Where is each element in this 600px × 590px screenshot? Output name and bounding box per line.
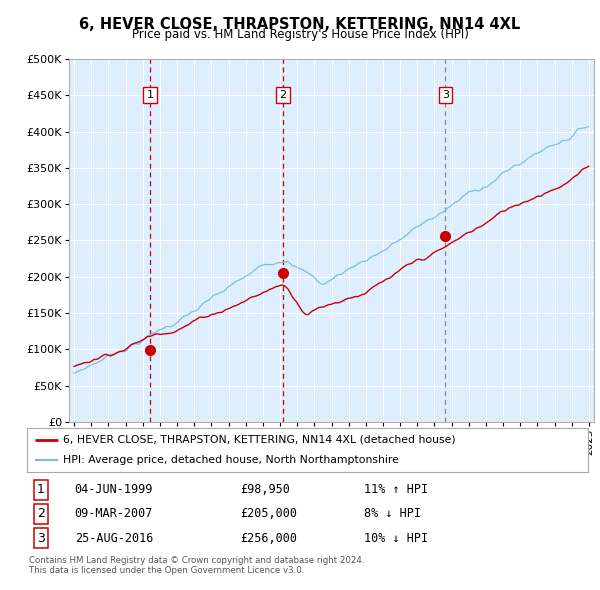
Text: 2: 2 xyxy=(280,90,287,100)
Text: Price paid vs. HM Land Registry's House Price Index (HPI): Price paid vs. HM Land Registry's House … xyxy=(131,28,469,41)
Text: HPI: Average price, detached house, North Northamptonshire: HPI: Average price, detached house, Nort… xyxy=(64,455,400,465)
Text: £205,000: £205,000 xyxy=(240,507,297,520)
Text: 10% ↓ HPI: 10% ↓ HPI xyxy=(364,532,428,545)
Text: £98,950: £98,950 xyxy=(240,483,290,496)
Text: 09-MAR-2007: 09-MAR-2007 xyxy=(74,507,153,520)
Text: 1: 1 xyxy=(37,483,45,496)
Text: 11% ↑ HPI: 11% ↑ HPI xyxy=(364,483,428,496)
Text: 6, HEVER CLOSE, THRAPSTON, KETTERING, NN14 4XL: 6, HEVER CLOSE, THRAPSTON, KETTERING, NN… xyxy=(79,17,521,31)
Text: 1: 1 xyxy=(146,90,154,100)
Text: 8% ↓ HPI: 8% ↓ HPI xyxy=(364,507,421,520)
Text: 6, HEVER CLOSE, THRAPSTON, KETTERING, NN14 4XL (detached house): 6, HEVER CLOSE, THRAPSTON, KETTERING, NN… xyxy=(64,435,456,445)
Text: 3: 3 xyxy=(442,90,449,100)
Text: 3: 3 xyxy=(37,532,45,545)
Text: £256,000: £256,000 xyxy=(240,532,297,545)
Text: Contains HM Land Registry data © Crown copyright and database right 2024.: Contains HM Land Registry data © Crown c… xyxy=(29,556,364,565)
Text: 2: 2 xyxy=(37,507,45,520)
Text: This data is licensed under the Open Government Licence v3.0.: This data is licensed under the Open Gov… xyxy=(29,566,304,575)
Text: 04-JUN-1999: 04-JUN-1999 xyxy=(74,483,153,496)
Text: 25-AUG-2016: 25-AUG-2016 xyxy=(74,532,153,545)
